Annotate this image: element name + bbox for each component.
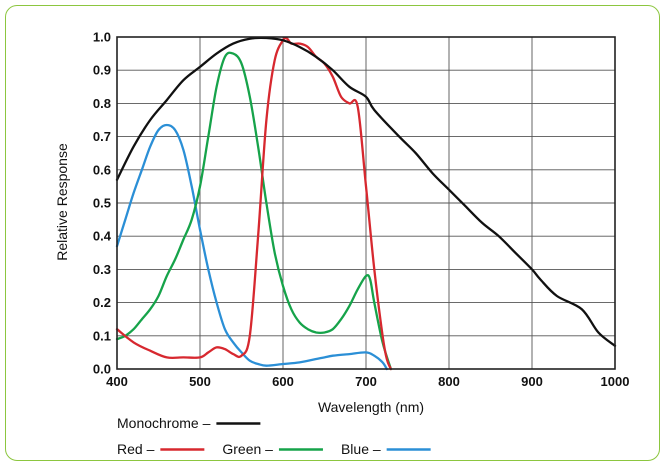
grid xyxy=(116,36,616,370)
y-tick-label: 0.5 xyxy=(93,196,111,211)
series-line-monochrome xyxy=(115,36,617,347)
x-tick-label: 700 xyxy=(355,374,377,389)
y-tick-label: 0.6 xyxy=(93,162,111,177)
legend-label: Red – xyxy=(117,441,155,457)
plot-area-border xyxy=(116,36,616,370)
y-tick-label: 0.4 xyxy=(93,229,112,244)
y-tick-label: 0.8 xyxy=(93,96,111,111)
legend-label: Blue – xyxy=(341,441,381,457)
x-tick-labels: 400 500 600 700 800 900 1000 xyxy=(106,374,629,389)
series-line-blue xyxy=(115,123,388,371)
x-tick-label: 400 xyxy=(106,374,128,389)
y-tick-label: 0.3 xyxy=(93,262,111,277)
legend-label: Monochrome – xyxy=(117,415,211,431)
y-axis-label: Relative Response xyxy=(54,143,70,261)
y-tick-label: 1.0 xyxy=(93,30,111,45)
y-tick-label: 0.0 xyxy=(93,362,111,377)
legend-label: Green – xyxy=(222,441,273,457)
series-line-green xyxy=(115,51,393,371)
x-tick-label: 800 xyxy=(438,374,460,389)
legend: Monochrome – Red – Green – Blue – xyxy=(117,415,431,457)
x-tick-label: 900 xyxy=(521,374,543,389)
y-tick-label: 0.1 xyxy=(93,328,111,343)
x-axis-label: Wavelength (nm) xyxy=(318,399,424,415)
series-lines xyxy=(115,36,617,371)
x-tick-label: 500 xyxy=(189,374,211,389)
chart-frame xyxy=(5,5,660,461)
x-tick-label: 1000 xyxy=(601,374,630,389)
y-tick-label: 0.2 xyxy=(93,295,111,310)
x-tick-label: 600 xyxy=(272,374,294,389)
y-tick-label: 0.7 xyxy=(93,129,111,144)
y-tick-labels: 0.0 0.1 0.2 0.3 0.4 0.5 0.6 0.7 0.8 0.9 1.0 xyxy=(93,30,112,377)
y-tick-label: 0.9 xyxy=(93,63,111,78)
